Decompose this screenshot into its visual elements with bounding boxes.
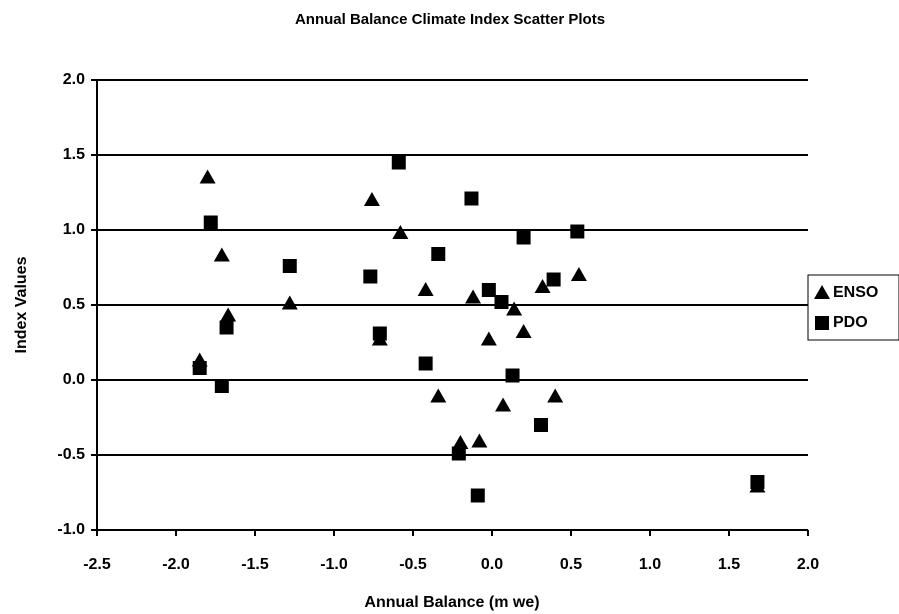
point <box>391 155 406 170</box>
y-tick-label: 1.5 <box>63 146 85 163</box>
y-tick-label: -1.0 <box>57 521 85 538</box>
point <box>192 361 207 375</box>
legend-label: ENSO <box>833 284 878 301</box>
point <box>417 282 434 296</box>
x-tick-label: -2.0 <box>162 556 190 573</box>
chart-title: Annual Balance Climate Index Scatter Plo… <box>295 11 605 28</box>
point <box>464 191 479 206</box>
point <box>495 397 512 412</box>
point <box>214 379 229 393</box>
point <box>494 295 509 309</box>
x-tick-label: 1.5 <box>718 556 740 573</box>
point <box>451 446 466 461</box>
y-tick-label: 2.0 <box>63 71 85 88</box>
point <box>199 169 216 184</box>
x-tick-label: -1.0 <box>320 556 348 573</box>
x-axis-label: Annual Balance (m we) <box>364 594 539 611</box>
point <box>570 267 587 281</box>
point <box>392 225 409 239</box>
point <box>430 388 447 403</box>
point <box>750 475 765 489</box>
legend-marker <box>815 316 829 330</box>
x-tick-label: -0.5 <box>399 556 427 573</box>
x-tick-label: -2.5 <box>83 556 111 573</box>
point <box>471 433 488 448</box>
point <box>452 435 469 449</box>
point <box>282 259 297 273</box>
point <box>533 418 548 432</box>
y-tick-label: 1.0 <box>63 221 85 238</box>
legend-marker <box>814 285 830 299</box>
y-axis-label: Index Values <box>13 256 30 353</box>
x-tick-label: 0.5 <box>560 556 582 573</box>
point <box>470 488 485 503</box>
point <box>534 279 551 293</box>
point <box>547 388 564 403</box>
point <box>418 356 433 371</box>
point <box>203 215 218 230</box>
point <box>505 368 520 383</box>
point <box>516 230 531 245</box>
point <box>515 324 532 338</box>
point <box>431 247 446 261</box>
point <box>281 295 298 310</box>
x-tick-label: 2.0 <box>797 556 819 573</box>
point <box>220 307 237 322</box>
y-tick-label: -0.5 <box>57 446 85 463</box>
y-tick-label: 0.0 <box>63 371 85 388</box>
point <box>213 247 230 262</box>
y-tick-label: 0.5 <box>63 296 85 313</box>
point <box>546 272 561 287</box>
x-tick-label: 0.0 <box>481 556 503 573</box>
point <box>219 320 234 335</box>
point <box>481 283 496 297</box>
point <box>465 289 482 304</box>
point <box>480 331 497 346</box>
point <box>372 326 387 341</box>
legend-label: PDO <box>833 314 868 331</box>
point <box>506 301 523 316</box>
point <box>363 192 380 206</box>
x-tick-label: 1.0 <box>639 556 661 573</box>
x-tick-label: -1.5 <box>241 556 269 573</box>
point <box>363 269 378 284</box>
point <box>570 224 585 239</box>
